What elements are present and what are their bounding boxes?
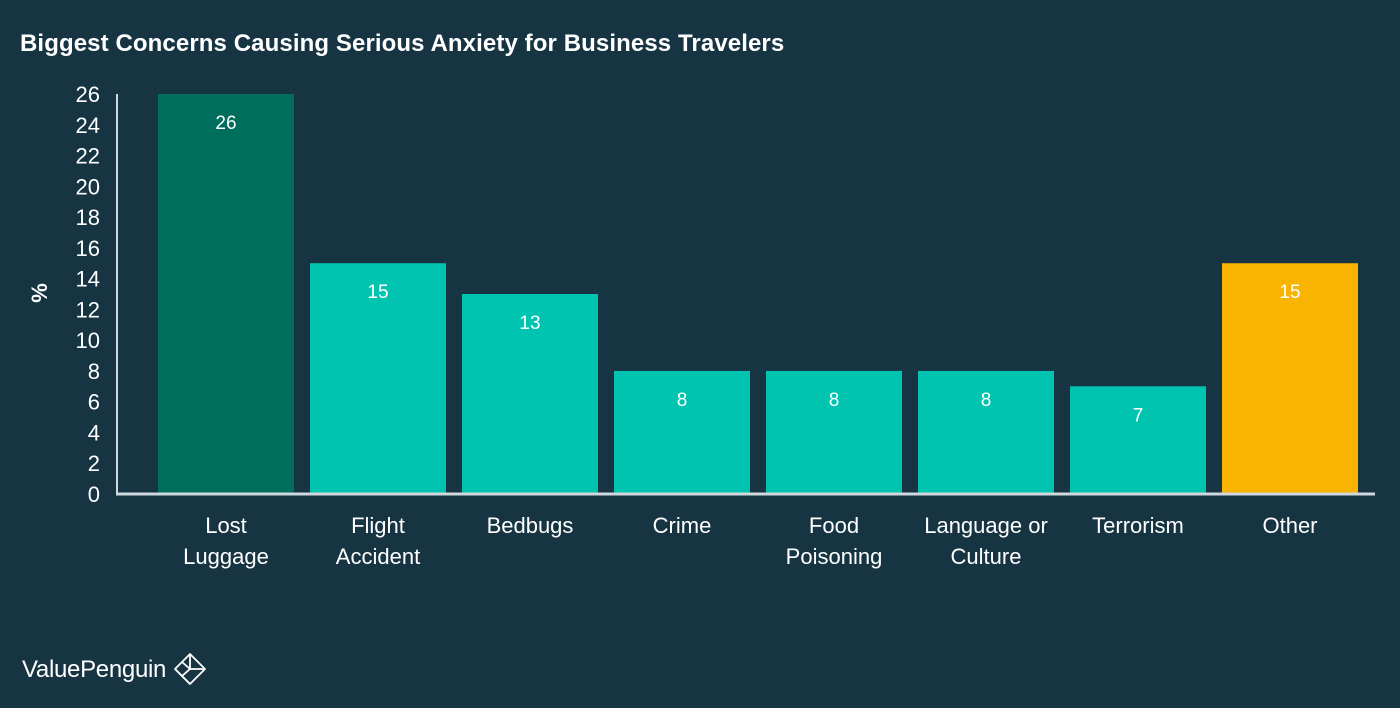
bar	[158, 94, 294, 494]
x-tick-label: Bedbugs	[487, 513, 574, 538]
bar	[614, 370, 750, 494]
bar	[918, 370, 1054, 494]
x-tick-label: Crime	[653, 513, 712, 538]
bar-value-label: 15	[367, 282, 388, 303]
bar-value-label: 26	[215, 113, 236, 134]
bar	[1070, 386, 1206, 494]
y-tick-label: 20	[76, 174, 100, 199]
bar-value-label: 8	[981, 390, 992, 411]
y-axis-label: %	[27, 283, 52, 303]
chart-title: Biggest Concerns Causing Serious Anxiety…	[20, 30, 785, 57]
bar	[766, 370, 902, 494]
x-tick-label: Luggage	[183, 544, 269, 569]
valuepenguin-logo-icon	[174, 653, 206, 685]
y-tick-label: 6	[88, 390, 100, 415]
y-tick-label: 16	[76, 236, 100, 261]
y-tick-label: 2	[88, 451, 100, 476]
brand-name: ValuePenguin	[22, 656, 167, 683]
bars: 26 15 13 8 8 8 7 15	[158, 94, 1358, 494]
y-tick-label: 8	[88, 359, 100, 384]
x-tick-label: Lost	[205, 513, 247, 538]
bar-value-label: 8	[829, 390, 840, 411]
y-tick-label: 14	[76, 267, 100, 292]
x-axis: Lost Luggage Flight Accident Bedbugs Crime Foo…	[116, 492, 1375, 569]
x-tick-label: Culture	[951, 544, 1022, 569]
bar	[462, 294, 598, 494]
y-tick-label: 12	[76, 297, 100, 322]
y-tick-label: 18	[76, 205, 100, 230]
x-tick-label: Food	[809, 513, 859, 538]
bar	[310, 263, 446, 494]
bar-value-label: 13	[519, 313, 540, 334]
x-tick-label: Other	[1262, 513, 1317, 538]
x-tick-label: Language or	[924, 513, 1048, 538]
x-tick-label: Terrorism	[1092, 513, 1184, 538]
bar	[1222, 263, 1358, 494]
y-tick-label: 10	[76, 328, 100, 353]
x-tick-label: Accident	[336, 544, 420, 569]
x-tick-label: Flight	[351, 513, 405, 538]
x-tick-label: Poisoning	[786, 544, 883, 569]
y-tick-label: 24	[76, 113, 100, 138]
bar-value-label: 8	[677, 390, 688, 411]
y-tick-label: 4	[88, 420, 100, 445]
y-tick-label: 22	[76, 144, 100, 169]
brand-footer: ValuePenguin	[22, 652, 208, 688]
bar-value-label: 7	[1133, 405, 1144, 426]
y-tick-label: 0	[88, 482, 100, 507]
y-tick-label: 26	[76, 82, 100, 107]
bar-value-label: 15	[1279, 282, 1300, 303]
